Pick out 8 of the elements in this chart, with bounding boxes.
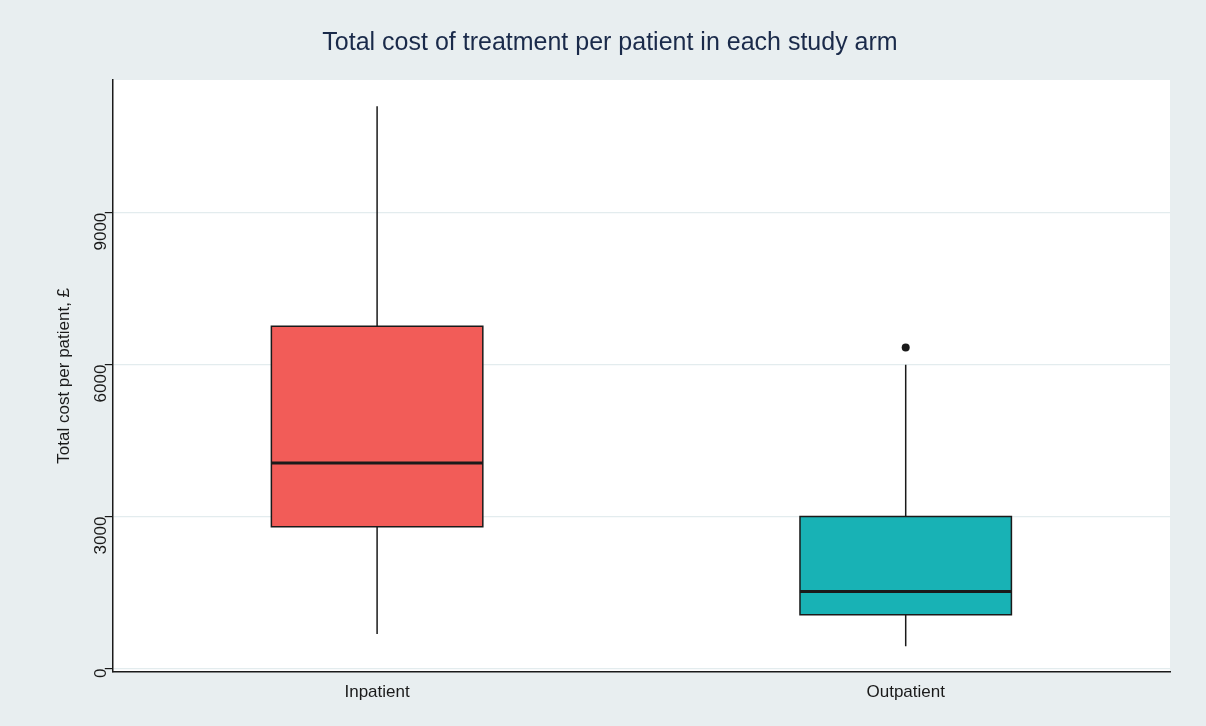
y-tick-label: 9000 [91,212,111,251]
x-tick-label: Inpatient [344,682,410,702]
y-axis-title: Total cost per patient, £ [53,287,73,464]
y-tick-label: 6000 [91,364,111,403]
y-tick-label: 0 [91,668,111,679]
y-tick-label: 3000 [91,516,111,555]
x-tick-label: Outpatient [866,682,946,702]
chart-title: Total cost of treatment per patient in each study arm [322,26,898,55]
